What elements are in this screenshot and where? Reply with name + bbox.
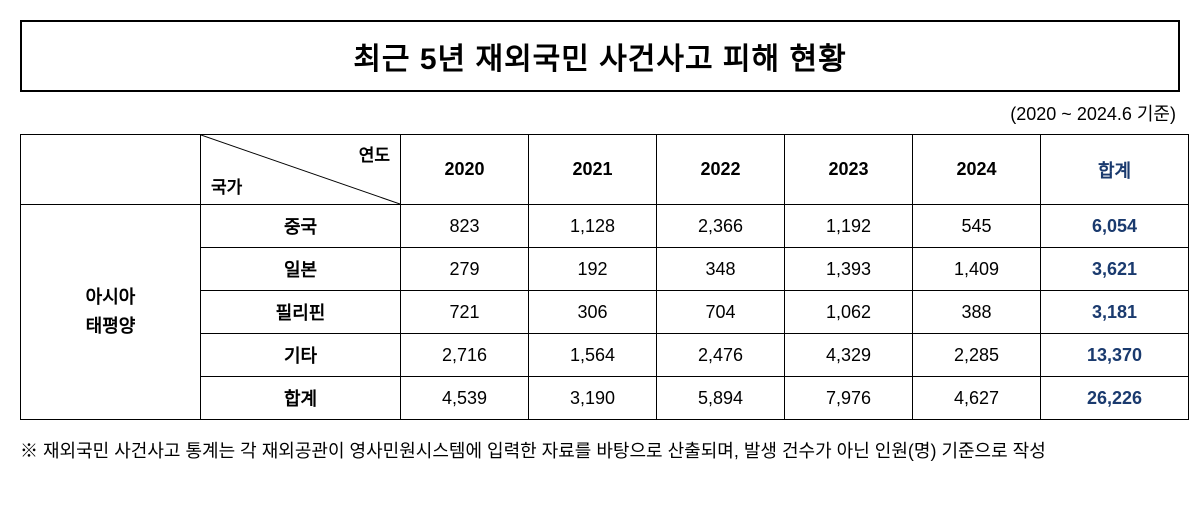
header-total: 합계 xyxy=(1041,135,1189,205)
data-cell: 1,192 xyxy=(785,205,913,248)
header-year-2021: 2021 xyxy=(529,135,657,205)
row-total: 13,370 xyxy=(1041,334,1189,377)
header-year-2022: 2022 xyxy=(657,135,785,205)
data-cell: 4,329 xyxy=(785,334,913,377)
data-cell: 279 xyxy=(401,248,529,291)
data-cell: 7,976 xyxy=(785,377,913,420)
data-cell: 4,627 xyxy=(913,377,1041,420)
data-cell: 4,539 xyxy=(401,377,529,420)
incidents-table: 연도 국가 2020 2021 2022 2023 2024 합계 아시아 태평… xyxy=(20,134,1189,420)
data-cell: 306 xyxy=(529,291,657,334)
table-row: 아시아 태평양 중국 823 1,128 2,366 1,192 545 6,0… xyxy=(21,205,1189,248)
region-cell: 아시아 태평양 xyxy=(21,205,201,420)
header-country-label: 국가 xyxy=(211,173,242,198)
data-cell: 1,062 xyxy=(785,291,913,334)
header-year-label: 연도 xyxy=(359,141,390,166)
data-cell: 1,564 xyxy=(529,334,657,377)
data-cell: 348 xyxy=(657,248,785,291)
title-box: 최근 5년 재외국민 사건사고 피해 현황 xyxy=(20,20,1180,92)
data-cell: 1,128 xyxy=(529,205,657,248)
row-total: 3,621 xyxy=(1041,248,1189,291)
footnote: ※ 재외국민 사건사고 통계는 각 재외공관이 영사민원시스템에 입력한 자료를… xyxy=(20,434,1180,468)
page-title: 최근 5년 재외국민 사건사고 피해 현황 xyxy=(353,43,846,76)
country-cell: 중국 xyxy=(201,205,401,248)
region-line2: 태평양 xyxy=(86,316,136,336)
data-cell: 823 xyxy=(401,205,529,248)
country-cell: 필리핀 xyxy=(201,291,401,334)
header-year-2024: 2024 xyxy=(913,135,1041,205)
data-cell: 192 xyxy=(529,248,657,291)
header-year-2023: 2023 xyxy=(785,135,913,205)
data-cell: 1,409 xyxy=(913,248,1041,291)
data-cell: 5,894 xyxy=(657,377,785,420)
row-total: 6,054 xyxy=(1041,205,1189,248)
data-cell: 1,393 xyxy=(785,248,913,291)
row-total: 3,181 xyxy=(1041,291,1189,334)
data-cell: 2,366 xyxy=(657,205,785,248)
data-cell: 2,285 xyxy=(913,334,1041,377)
data-cell: 388 xyxy=(913,291,1041,334)
country-cell: 합계 xyxy=(201,377,401,420)
country-cell: 기타 xyxy=(201,334,401,377)
data-cell: 704 xyxy=(657,291,785,334)
table-header-row: 연도 국가 2020 2021 2022 2023 2024 합계 xyxy=(21,135,1189,205)
data-cell: 2,716 xyxy=(401,334,529,377)
data-cell: 721 xyxy=(401,291,529,334)
header-blank xyxy=(21,135,201,205)
data-cell: 545 xyxy=(913,205,1041,248)
date-range-subtitle: (2020 ~ 2024.6 기준) xyxy=(20,100,1180,126)
country-cell: 일본 xyxy=(201,248,401,291)
row-total: 26,226 xyxy=(1041,377,1189,420)
region-line1: 아시아 xyxy=(86,287,136,307)
data-cell: 3,190 xyxy=(529,377,657,420)
header-diagonal: 연도 국가 xyxy=(201,135,401,205)
header-year-2020: 2020 xyxy=(401,135,529,205)
data-cell: 2,476 xyxy=(657,334,785,377)
